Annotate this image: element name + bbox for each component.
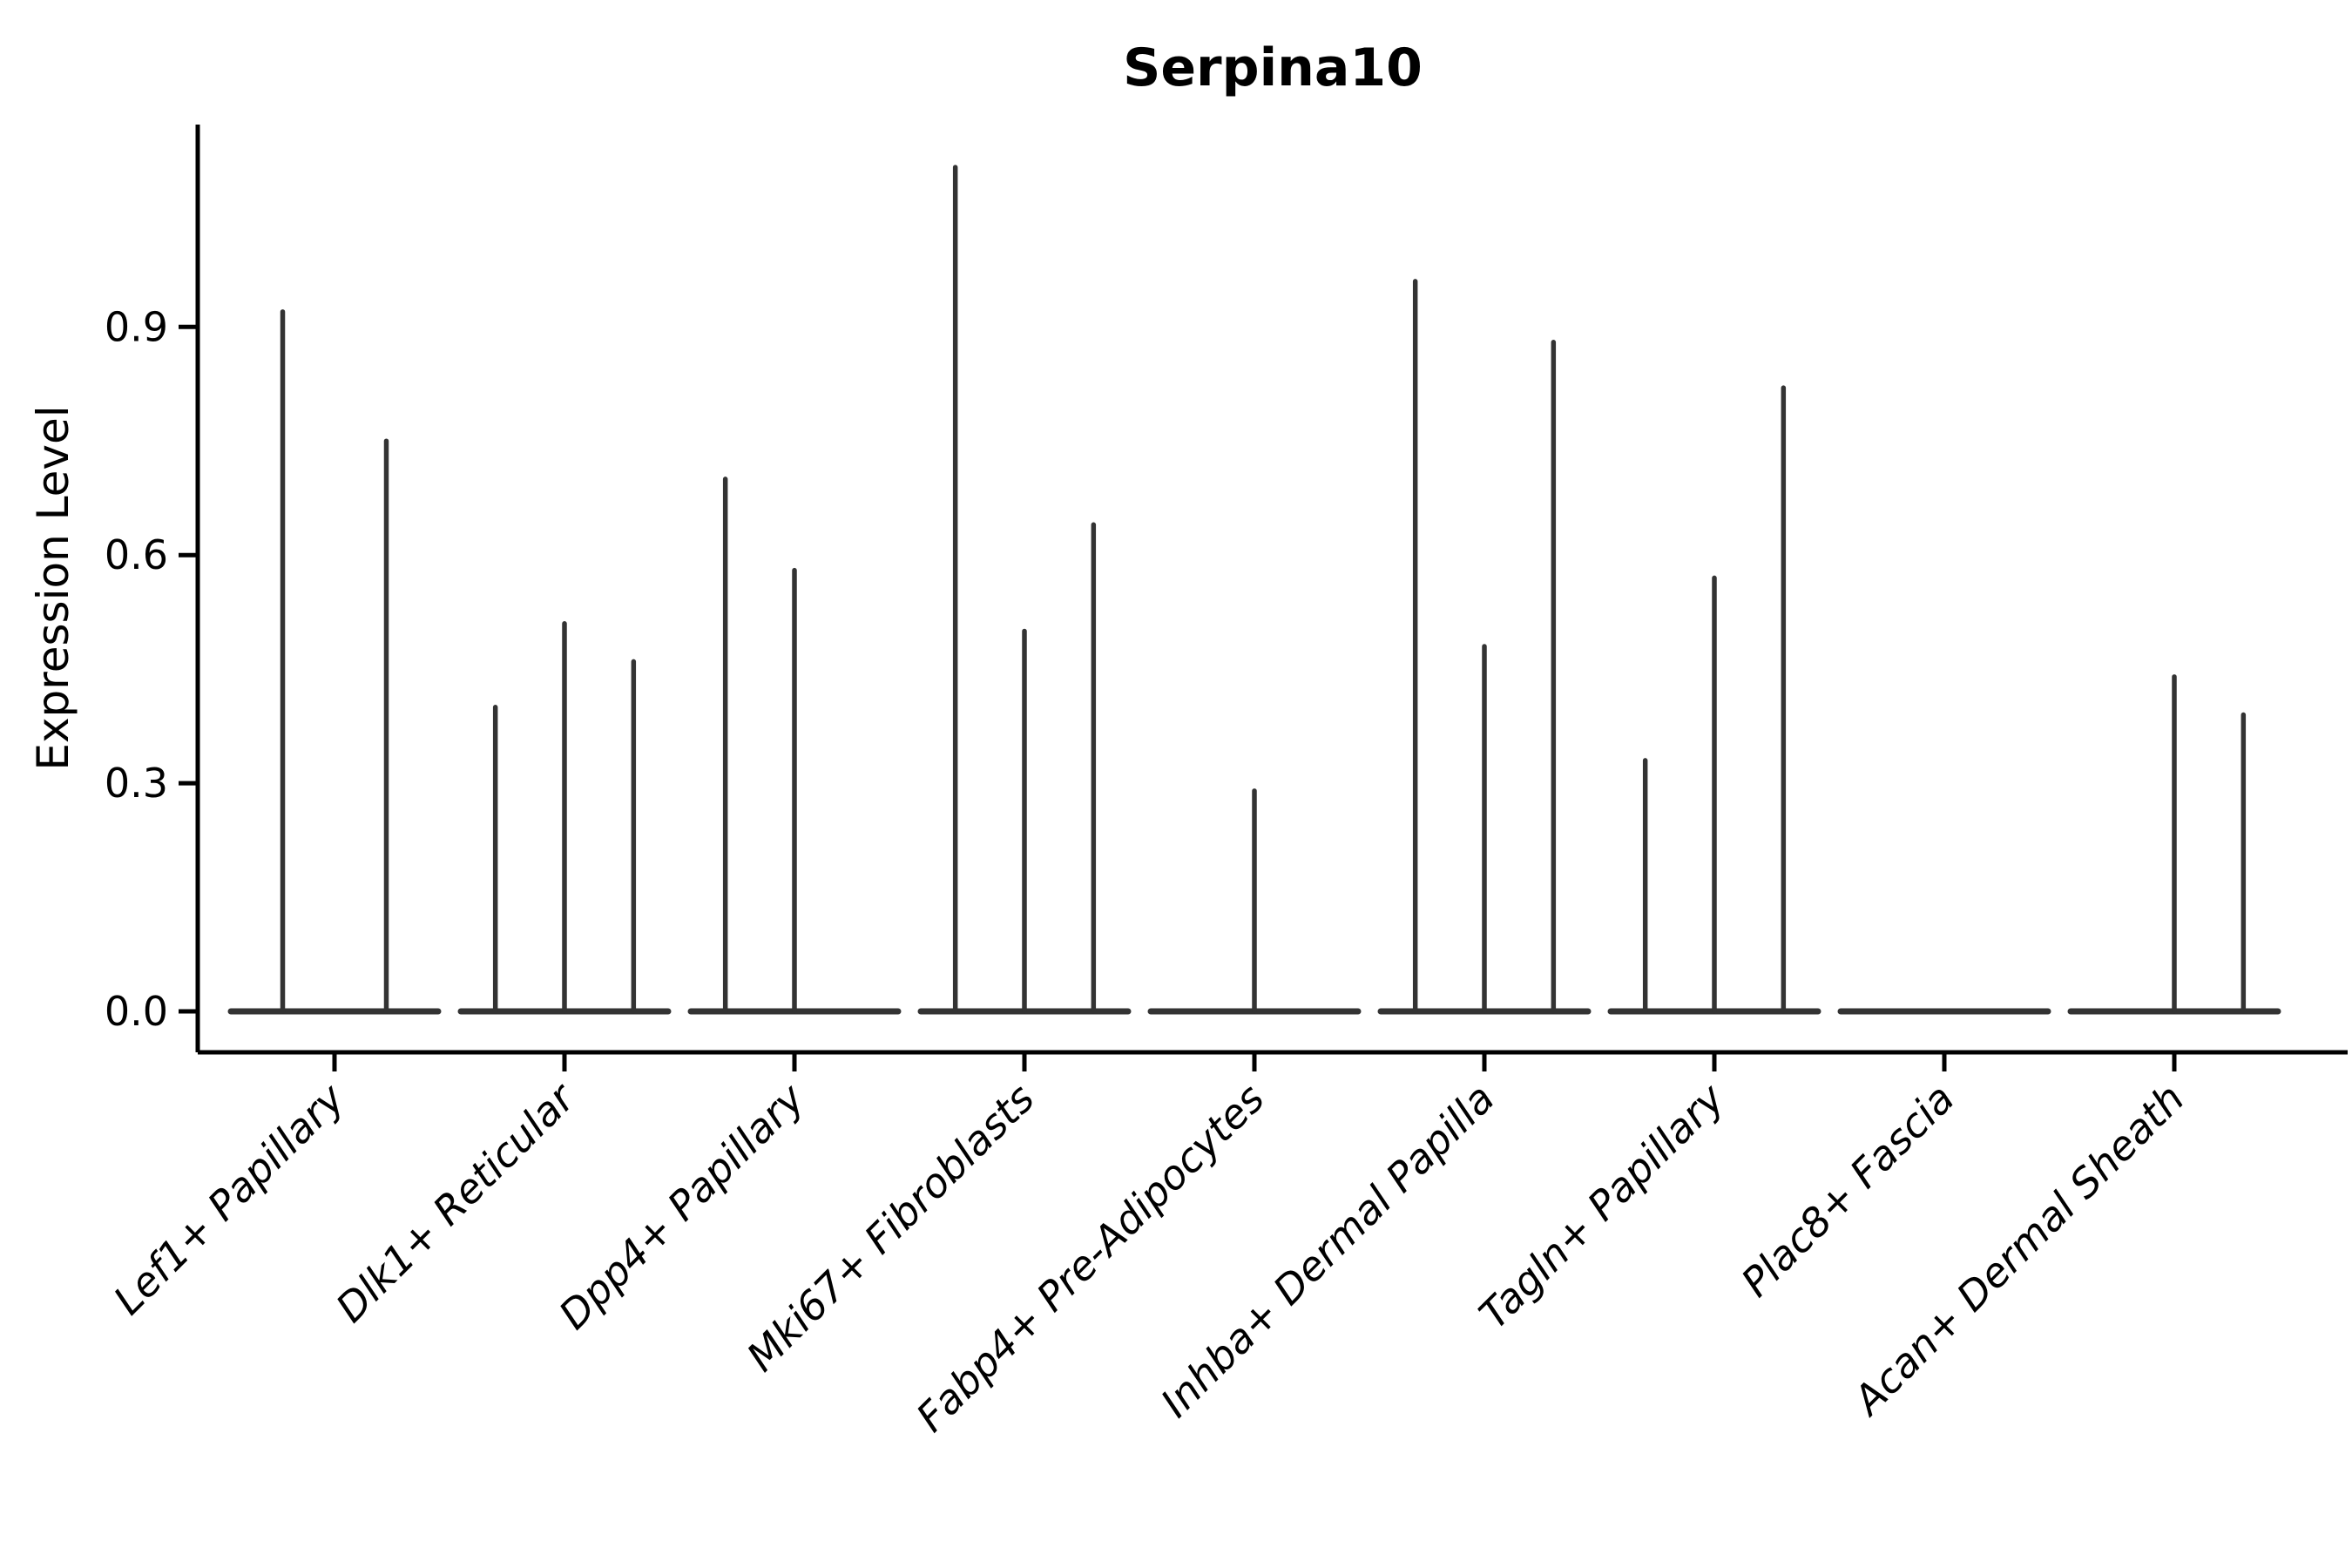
y-tick-label: 0.9 — [105, 303, 168, 350]
x-tick-label: Tagln+ Papillary — [1470, 1074, 1734, 1338]
x-tick-label: Plac8+ Fascia — [1732, 1075, 1963, 1306]
chart-title: Serpina10 — [1123, 37, 1423, 98]
y-tick-label: 0.3 — [105, 760, 168, 807]
violins-layer — [227, 165, 2281, 1015]
x-tick-label: Lef1+ Papillary — [105, 1074, 354, 1323]
y-tick-label: 0.0 — [105, 988, 168, 1035]
x-tick-label: Dlk1+ Reticular — [327, 1072, 585, 1331]
x-tick-label: Dpp4+ Papillary — [550, 1074, 814, 1338]
y-axis-label: Expression Level — [28, 405, 78, 770]
y-tick-label: 0.6 — [105, 531, 168, 578]
